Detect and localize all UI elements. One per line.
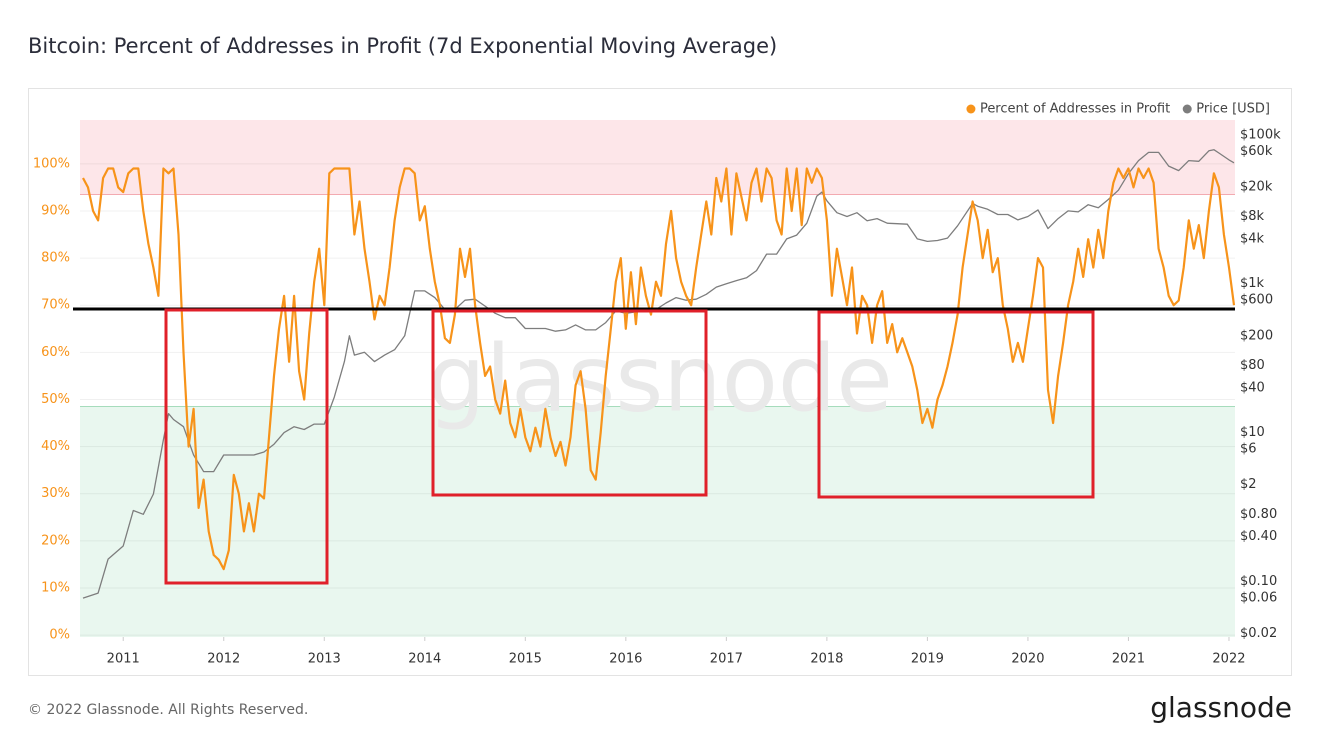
x-tick-label: 2017 <box>710 652 743 667</box>
y2-tick-label: $8k <box>1240 209 1265 224</box>
footer: © 2022 Glassnode. All Rights Reserved. <box>28 702 308 718</box>
y-tick-label: 80% <box>41 251 70 266</box>
legend-label: Price [USD] <box>1196 102 1270 117</box>
y-tick-label: 10% <box>41 580 70 595</box>
y2-tick-label: $200 <box>1240 328 1273 343</box>
y-tick-label: 60% <box>41 345 70 360</box>
x-tick-label: 2021 <box>1112 652 1145 667</box>
legend-label: Percent of Addresses in Profit <box>980 102 1170 117</box>
x-tick-label: 2016 <box>609 652 642 667</box>
y2-tick-label: $40 <box>1240 380 1265 395</box>
y2-tick-label: $60k <box>1240 144 1273 159</box>
y-tick-label: 0% <box>49 628 70 643</box>
y2-tick-label: $80 <box>1240 358 1265 373</box>
y-tick-label: 100% <box>33 156 70 171</box>
chart-title: Bitcoin: Percent of Addresses in Profit … <box>28 34 777 58</box>
legend-marker <box>966 104 976 114</box>
y-tick-label: 70% <box>41 298 70 313</box>
y2-tick-label: $0.02 <box>1240 626 1277 641</box>
highlight-box <box>431 309 708 497</box>
highlight-box <box>164 308 329 585</box>
logo: glassnode <box>1150 691 1292 724</box>
x-tick-label: 2014 <box>408 652 441 667</box>
x-tick-label: 2015 <box>509 652 542 667</box>
y-tick-label: 20% <box>41 533 70 548</box>
y2-tick-label: $0.40 <box>1240 529 1277 544</box>
upper-zone <box>80 120 1235 195</box>
legend-marker <box>1182 104 1192 114</box>
y2-tick-label: $20k <box>1240 179 1273 194</box>
legend: Price [USD] Percent of Addresses in Profi… <box>966 102 1270 117</box>
x-tick-label: 2011 <box>107 652 140 667</box>
y2-tick-label: $0.80 <box>1240 507 1277 522</box>
series-line <box>82 167 1236 571</box>
x-tick-label: 2013 <box>308 652 341 667</box>
y-tick-label: 90% <box>41 203 70 218</box>
highlight-box <box>817 310 1095 499</box>
y2-tick-label: $4k <box>1240 231 1265 246</box>
series-line <box>82 149 1235 599</box>
y2-tick-label: $600 <box>1240 293 1273 308</box>
x-tick-label: 2018 <box>810 652 843 667</box>
x-tick-label: 2022 <box>1212 652 1245 667</box>
x-tick-label: 2019 <box>911 652 944 667</box>
watermark: glassnode <box>427 325 893 432</box>
y2-tick-label: $10 <box>1240 425 1265 440</box>
x-tick-label: 2020 <box>1011 652 1044 667</box>
y2-tick-label: $100k <box>1240 127 1281 142</box>
y-tick-label: 50% <box>41 392 70 407</box>
y2-tick-label: $1k <box>1240 276 1265 291</box>
x-tick-label: 2012 <box>207 652 240 667</box>
y2-tick-label: $0.10 <box>1240 574 1277 589</box>
y2-tick-label: $2 <box>1240 477 1257 492</box>
y2-tick-label: $0.06 <box>1240 591 1277 606</box>
y-tick-label: 30% <box>41 486 70 501</box>
y-tick-label: 40% <box>41 439 70 454</box>
chart-frame <box>28 88 1292 676</box>
y2-tick-label: $6 <box>1240 442 1257 457</box>
